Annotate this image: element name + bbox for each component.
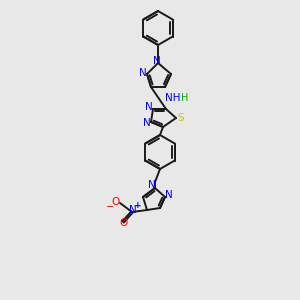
Text: N: N: [145, 102, 153, 112]
Text: N: N: [165, 190, 173, 200]
Text: N: N: [139, 68, 147, 78]
Text: O: O: [120, 218, 128, 228]
Text: +: +: [134, 202, 142, 211]
Text: S: S: [178, 113, 184, 123]
Text: NH: NH: [165, 93, 181, 103]
Text: −: −: [106, 202, 114, 212]
Text: N: N: [129, 205, 137, 215]
Text: N: N: [143, 118, 151, 128]
Text: N: N: [153, 56, 161, 66]
Text: N: N: [148, 180, 156, 190]
Text: O: O: [112, 197, 120, 207]
Text: H: H: [181, 93, 188, 103]
